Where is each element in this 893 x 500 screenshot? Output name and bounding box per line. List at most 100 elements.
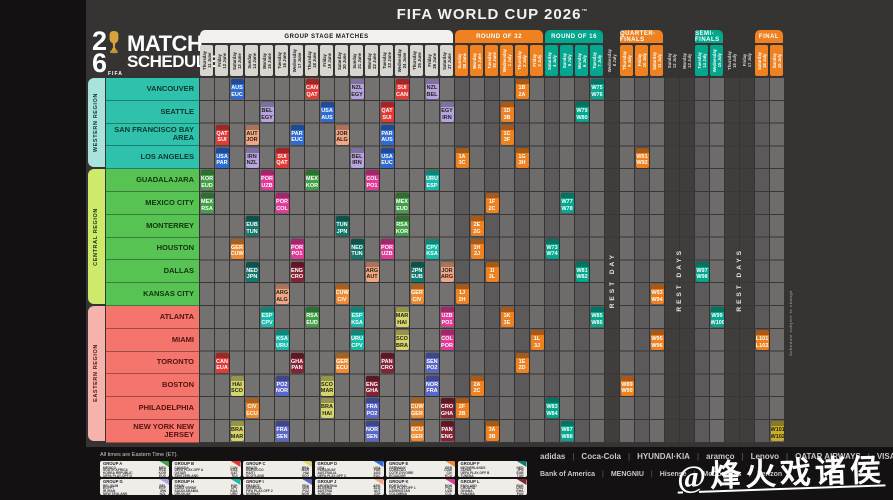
date-header: Sunday 12 July xyxy=(666,52,677,69)
sponsors-row1: adidas | Coca-Cola | HYUNDAI·KIA | aramco | Leno… xyxy=(540,452,893,461)
grid-column xyxy=(770,78,784,443)
date-header: Tuesday 30 June xyxy=(485,45,498,76)
grid-column xyxy=(710,78,724,443)
match-cell: CAN EUA xyxy=(215,352,229,373)
date-header: Tuesday 16 June xyxy=(275,45,288,76)
city-label: GUADALAJARA xyxy=(106,169,199,192)
match-cell: W77 W78 xyxy=(560,193,574,214)
round-header-final: FINAL xyxy=(755,30,783,43)
city-label: SEATTLE xyxy=(106,100,199,124)
sponsor-logo-hyundai-kia: HYUNDAI·KIA xyxy=(637,452,690,461)
match-cell: 3A 3B xyxy=(485,421,499,442)
grid-column xyxy=(695,78,709,443)
match-cell: PAN ENG xyxy=(440,421,454,442)
sponsor-logo-bank-of-america: Bank of America xyxy=(540,471,595,478)
date-header: Wednesday 17 June xyxy=(290,45,303,76)
match-cell: L101 L102 xyxy=(755,330,769,350)
date-header: Monday 22 June xyxy=(365,45,378,76)
match-cell: KOR EUD xyxy=(200,170,214,191)
date-header: Thursday 16 July xyxy=(726,51,737,70)
date-header: Monday 6 July xyxy=(575,45,588,76)
match-cell: CPV KSA xyxy=(425,238,439,259)
match-cell: NZL BEL xyxy=(425,79,439,100)
date-header: Friday 17 July xyxy=(741,53,752,68)
sponsor-logo-visa: VISA xyxy=(876,452,893,461)
group-box-c: GROUP C BRAZIL BRA MOROCCO MAR HAITI HAI SCOTLA… xyxy=(243,461,312,477)
grid-column xyxy=(560,78,574,443)
match-cell: BRA HAI xyxy=(320,398,334,419)
city-label: HOUSTON xyxy=(106,237,199,261)
date-header: Thursday 25 June xyxy=(410,45,423,76)
match-cell: JOR ARG xyxy=(440,261,454,282)
world-cup-trophy-icon xyxy=(109,31,119,54)
date-header: Wednesday 1 July xyxy=(500,45,513,76)
match-cell: W93 W94 xyxy=(650,284,664,305)
match-cell: RSA EUD xyxy=(305,307,319,328)
round-header-quarter-finals: QUARTER-FINALS xyxy=(620,30,663,43)
match-cell: ESP CPV xyxy=(260,307,274,328)
match-cell: ECU GER xyxy=(410,421,424,442)
match-cell: CUW GER xyxy=(410,398,424,419)
timezone-note: All times are Eastern Time (ET). xyxy=(100,452,178,458)
match-cell: 1B 2A xyxy=(515,79,529,100)
match-cell: SUI CAN xyxy=(395,79,409,100)
match-cell: W99 W100 xyxy=(710,307,724,328)
match-cell: PAR AUS xyxy=(380,124,394,145)
match-cell: MEX KOR xyxy=(305,170,319,191)
date-header: Saturday 20 June xyxy=(335,45,348,76)
grid-column xyxy=(440,78,454,443)
page-title: FIFA WORLD CUP 2026™ xyxy=(396,6,589,23)
match-cell: GER CUW xyxy=(230,238,244,259)
match-cell: NOR FRA xyxy=(425,375,439,396)
match-cell: AUS EUC xyxy=(230,79,244,100)
fifa-wordmark: FIFA xyxy=(108,71,123,77)
match-cell: MEX EUD xyxy=(395,193,409,214)
date-header: Friday 19 June xyxy=(320,45,333,76)
date-header: Friday 10 July xyxy=(635,45,648,76)
round-header-round-of-32: ROUND OF 32 xyxy=(455,30,543,43)
sponsor-logo-aramco: aramco xyxy=(706,452,735,461)
grid-column xyxy=(350,78,364,443)
match-cell: QAT SUI xyxy=(380,102,394,122)
grid-column xyxy=(455,78,469,443)
match-cell: PAN CRO xyxy=(380,352,394,373)
group-box-j: GROUP J ARGENTINA ARG ALGERIA ALG AUSTRIA AUT J… xyxy=(314,479,384,495)
date-header: Tuesday 14 July xyxy=(695,45,708,76)
date-header: Thursday 9 July xyxy=(620,45,633,76)
match-cell: W85 W86 xyxy=(590,307,604,328)
match-cell: KSA URU xyxy=(275,330,289,350)
match-cell: 1H 2J xyxy=(470,238,484,259)
match-cell: FRA SEN xyxy=(275,421,289,442)
region-tab-western-region: WESTERN REGION xyxy=(88,78,105,168)
match-cell: EGY IRN xyxy=(440,102,454,122)
match-cell: W73 W74 xyxy=(545,238,559,259)
grid-column xyxy=(530,78,544,443)
group-box-a: GROUP A MEXICO MEX SOUTH AFRICA RSA KOREA REP… xyxy=(100,461,169,477)
city-label: SAN FRANCISCO BAY AREA xyxy=(106,123,199,147)
match-cell: 1D 3B xyxy=(500,102,514,122)
region-tab-eastern-region: EASTERN REGION xyxy=(88,306,105,441)
city-label: MIAMI xyxy=(106,328,199,352)
match-cell: PO2 NOR xyxy=(275,375,289,396)
match-cell: BEL IRN xyxy=(350,147,364,168)
match-cell: AUT JOR xyxy=(245,124,259,145)
city-label: ATLANTA xyxy=(106,306,199,329)
city-label: LOS ANGELES xyxy=(106,146,199,170)
match-cell: W95 W96 xyxy=(650,330,664,350)
sponsor-logo-mengniu: MENGNIU xyxy=(610,471,644,478)
match-cell: POR UZB xyxy=(380,238,394,259)
group-box-b: GROUP B CANADA CAN UEFA PLAY-OFF A EUA QATAR Q… xyxy=(171,461,241,477)
match-cell: QAT SUI xyxy=(215,124,229,145)
match-cell: EUB TUN xyxy=(245,216,259,236)
match-cell: UZB PO1 xyxy=(440,307,454,328)
match-cell: W89 W90 xyxy=(620,375,634,396)
city-label: DALLAS xyxy=(106,260,199,284)
grid-column xyxy=(650,78,664,443)
sponsor-logo-lenovo: Lenovo xyxy=(750,452,780,461)
sponsors-row2: Bank of America | MENGNIU | Hisense | McDonald… xyxy=(540,471,783,478)
round-header-round-of-16: ROUND OF 16 xyxy=(545,30,603,43)
match-cell: NED TUN xyxy=(350,238,364,259)
match-cell: SUI QAT xyxy=(275,147,289,168)
match-cell: W83 W84 xyxy=(545,398,559,419)
date-header: Saturday 18 July xyxy=(755,45,768,76)
